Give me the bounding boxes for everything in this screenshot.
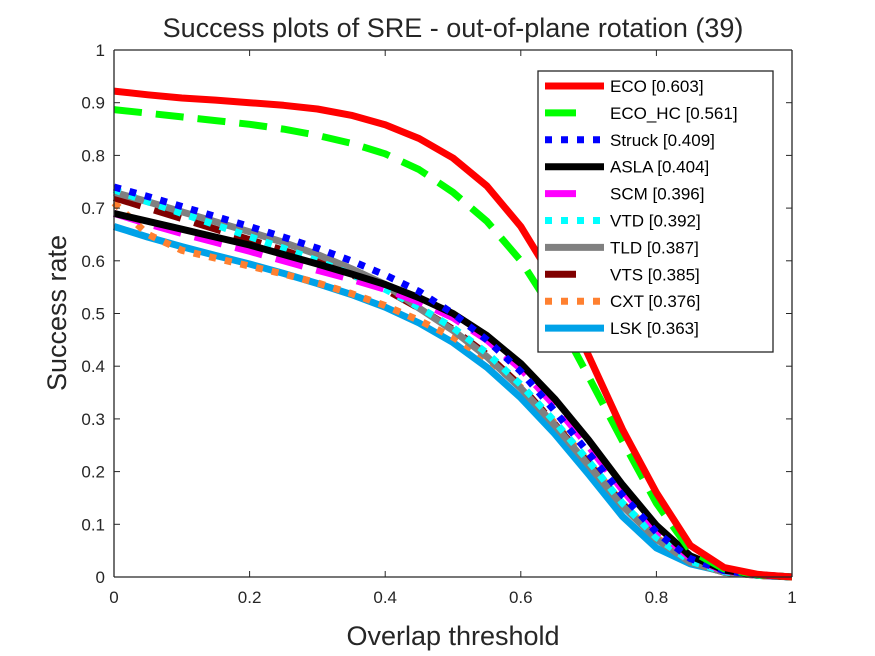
x-tick-label: 0 bbox=[109, 588, 118, 607]
series-line-cxt bbox=[111, 200, 793, 581]
series-line-eco-hc bbox=[113, 106, 793, 581]
legend-item-eco-hc: ECO_HC [0.561] bbox=[545, 104, 738, 123]
legend-item-vtd: VTD [0.392] bbox=[545, 212, 701, 231]
y-tick-label: 0.1 bbox=[81, 515, 105, 534]
x-ticks: 0 0.2 0.4 0.6 0.8 1 bbox=[109, 50, 797, 607]
legend-label: SCM [0.396] bbox=[610, 185, 705, 204]
y-tick-label: 0.3 bbox=[81, 410, 105, 429]
legend-item-lsk: LSK [0.363] bbox=[545, 319, 699, 338]
y-tick-label: 0 bbox=[96, 568, 105, 587]
series-line-struck bbox=[113, 183, 793, 581]
y-tick-label: 0.2 bbox=[81, 463, 105, 482]
legend-label: LSK [0.363] bbox=[610, 319, 699, 338]
legend-label: CXT [0.376] bbox=[610, 292, 700, 311]
y-tick-label: 1 bbox=[96, 41, 105, 60]
legend-item-eco: ECO [0.603] bbox=[545, 77, 704, 96]
legend-item-scm: SCM [0.396] bbox=[545, 185, 705, 204]
y-axis-label: Success rate bbox=[42, 235, 72, 391]
series-layer bbox=[111, 87, 793, 581]
x-axis-label: Overlap threshold bbox=[346, 621, 559, 651]
legend-label: ASLA [0.404] bbox=[610, 158, 709, 177]
x-tick-label: 0.2 bbox=[238, 588, 262, 607]
legend-label: VTD [0.392] bbox=[610, 212, 701, 231]
x-tick-label: 0.8 bbox=[645, 588, 669, 607]
legend-label: ECO_HC [0.561] bbox=[610, 104, 738, 123]
legend: ECO [0.603] ECO_HC [0.561] Struck [0.409] A… bbox=[537, 70, 774, 353]
legend-item-struck: Struck [0.409] bbox=[545, 131, 715, 150]
y-tick-label: 0.4 bbox=[81, 357, 105, 376]
y-ticks: 0 0.1 0.2 0.3 0.4 0.5 0.6 0.7 0.8 0.9 1 bbox=[81, 41, 792, 587]
legend-label: Struck [0.409] bbox=[610, 131, 715, 150]
legend-item-cxt: CXT [0.376] bbox=[545, 292, 700, 311]
legend-item-tld: TLD [0.387] bbox=[545, 238, 699, 257]
x-tick-label: 0.4 bbox=[373, 588, 397, 607]
series-line-eco bbox=[113, 87, 793, 581]
legend-label: VTS [0.385] bbox=[610, 265, 700, 284]
y-tick-label: 0.5 bbox=[81, 305, 105, 324]
legend-item-vts: VTS [0.385] bbox=[545, 265, 700, 284]
y-tick-label: 0.6 bbox=[81, 252, 105, 271]
y-tick-label: 0.8 bbox=[81, 146, 105, 165]
x-tick-label: 1 bbox=[787, 588, 796, 607]
legend-label: TLD [0.387] bbox=[610, 238, 699, 257]
x-tick-label: 0.6 bbox=[509, 588, 533, 607]
legend-box bbox=[537, 70, 774, 353]
legend-label: ECO [0.603] bbox=[610, 77, 704, 96]
legend-item-asla: ASLA [0.404] bbox=[545, 158, 709, 177]
y-tick-label: 0.7 bbox=[81, 199, 105, 218]
y-tick-label: 0.9 bbox=[81, 94, 105, 113]
chart-title: Success plots of SRE - out-of-plane rota… bbox=[163, 13, 744, 43]
